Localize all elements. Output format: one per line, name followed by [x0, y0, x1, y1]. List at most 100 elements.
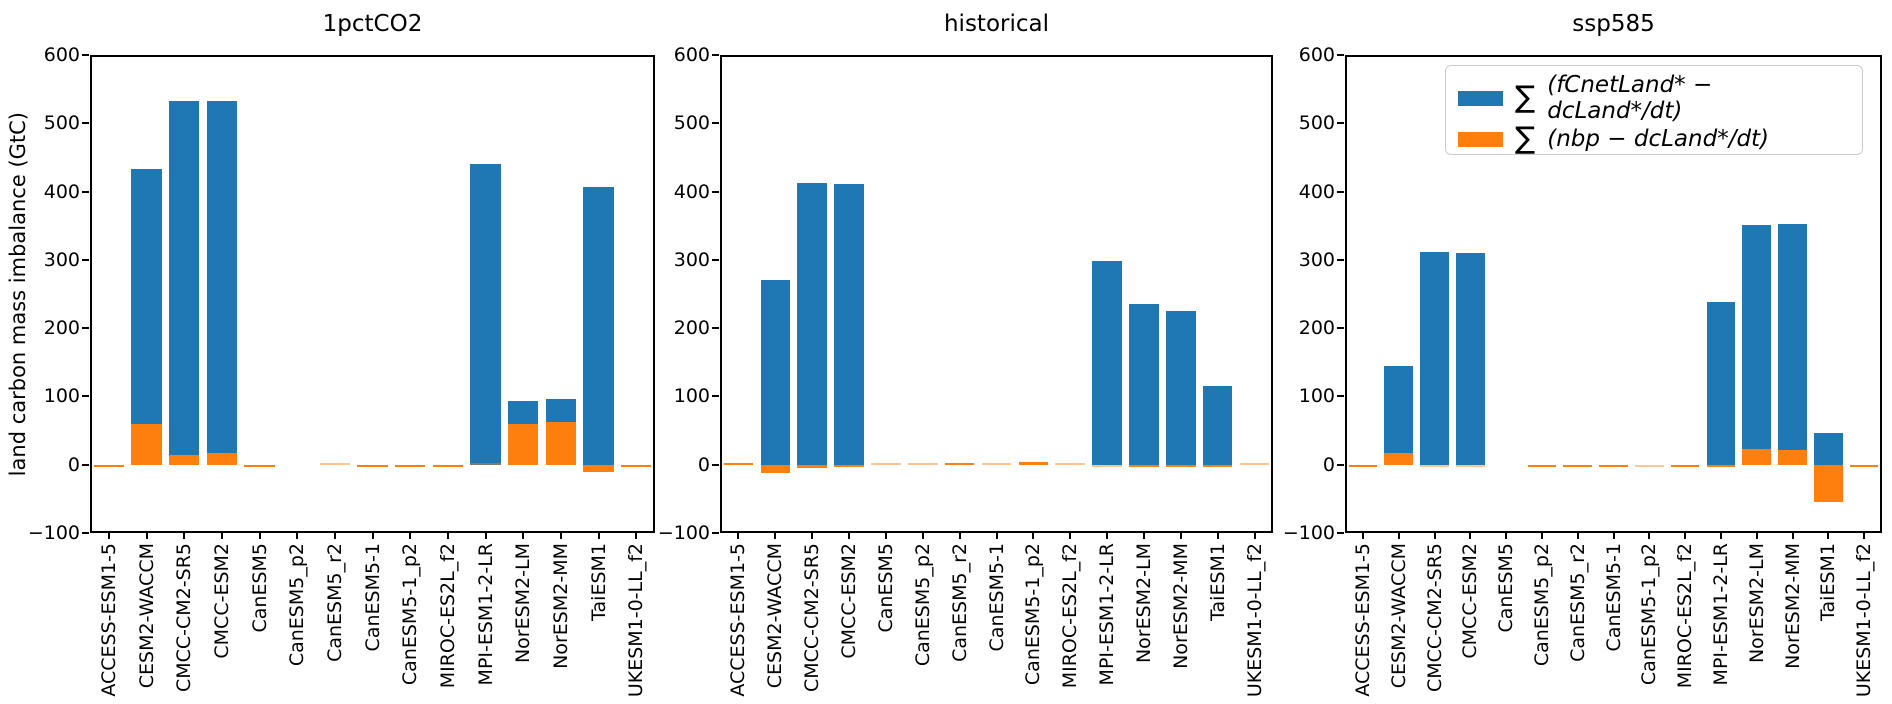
- x-tick: [220, 533, 223, 539]
- bar-blue-NorESM2-MM: [1166, 311, 1196, 465]
- y-tick-label: 100: [1298, 385, 1335, 408]
- x-tick-label-CMCC-ESM2: CMCC-ESM2: [1459, 543, 1482, 659]
- y-tick: [1337, 395, 1344, 398]
- x-tick: [921, 533, 924, 539]
- y-tick-label: 100: [43, 385, 80, 408]
- bar-blue-TaiESM1: [583, 186, 614, 465]
- x-tick: [1142, 533, 1145, 539]
- bar-orange-NorESM2-MM: [1166, 464, 1196, 468]
- x-tick: [1791, 533, 1794, 539]
- x-tick-label-CanESM5_r2: CanESM5_r2: [1566, 543, 1589, 662]
- x-tick: [145, 533, 148, 539]
- y-tick-label: 300: [673, 248, 710, 271]
- x-tick-label-CanESM5_r2: CanESM5_r2: [323, 543, 346, 662]
- y-tick-label: 200: [1298, 317, 1335, 340]
- panel-title: historical: [943, 11, 1050, 37]
- bar-orange-ACCESS-ESM1-5: [1348, 464, 1378, 467]
- legend: ∑ (fCnetLand* − dcLand*/dt) ∑ (nbp − dcL…: [1445, 65, 1863, 155]
- x-tick: [958, 533, 961, 539]
- x-tick-label-CMCC-ESM2: CMCC-ESM2: [210, 543, 233, 659]
- x-tick-label-MIROC-ES2L_f2: MIROC-ES2L_f2: [1059, 543, 1082, 689]
- plot-area: −100 0 100 200 300 400 500 600 ACCESS-ESM1-5 CESM…: [658, 44, 1273, 697]
- y-tick-label: 600: [1298, 44, 1335, 66]
- x-tick-label-NorESM2-MM: NorESM2-MM: [1169, 543, 1192, 669]
- y-tick: [712, 190, 719, 193]
- bar-orange-NorESM2-MM: [545, 422, 576, 465]
- legend-label: (fCnetLand* − dcLand*/dt): [1547, 72, 1713, 124]
- bar-orange-MIROC-ES2L_f2: [1670, 464, 1700, 467]
- bar-orange-CanESM5: [244, 464, 275, 467]
- bar-orange-ACCESS-ESM1-5: [93, 464, 124, 467]
- bar-orange-CanESM5_r2: [319, 462, 350, 465]
- panel-1pctCO2: 1pctCO2 −100 0 100 200 300 400 500 600 ACCESS-ES…: [28, 11, 655, 697]
- y-tick: [82, 395, 89, 398]
- bar-orange-MPI-ESM1-2-LR: [1092, 464, 1122, 467]
- x-tick: [884, 533, 887, 539]
- sum-symbol: ∑: [1515, 121, 1536, 156]
- x-tick: [484, 533, 487, 539]
- y-tick-label: 600: [43, 44, 80, 66]
- bar-orange-UKESM1-0-LL_f2: [621, 464, 652, 467]
- x-tick-label-ACCESS-ESM1-5: ACCESS-ESM1-5: [97, 543, 120, 697]
- x-tick: [1179, 533, 1182, 539]
- x-tick: [1719, 533, 1722, 539]
- x-tick: [522, 533, 525, 539]
- bar-blue-MPI-ESM1-2-LR: [1706, 301, 1736, 465]
- bar-orange-CanESM5-1: [981, 462, 1012, 465]
- x-tick-label-TaiESM1: TaiESM1: [1817, 543, 1840, 621]
- x-tick-label-CanESM5_p2: CanESM5_p2: [911, 543, 934, 667]
- bar-orange-CMCC-CM2-SR5: [797, 464, 827, 469]
- x-tick-label-CanESM5: CanESM5: [874, 543, 897, 633]
- bar-orange-CanESM5_p2: [1527, 464, 1557, 467]
- bar-blue-CMCC-CM2-SR5: [169, 100, 200, 465]
- y-tick-label: 400: [43, 180, 80, 203]
- y-tick-label: 400: [673, 180, 710, 203]
- y-tick: [712, 122, 719, 125]
- x-tick-label-MIROC-ES2L_f2: MIROC-ES2L_f2: [1674, 543, 1697, 689]
- x-tick-label-CanESM5-1: CanESM5-1: [985, 543, 1008, 652]
- x-tick-label-CMCC-CM2-SR5: CMCC-CM2-SR5: [1423, 543, 1446, 693]
- bar-blue-CESM2-WACCM: [1384, 366, 1413, 465]
- bar-orange-CESM2-WACCM: [131, 423, 162, 465]
- y-tick: [82, 54, 89, 56]
- x-tick: [737, 533, 740, 539]
- y-tick-label: 0: [697, 453, 710, 476]
- x-tick-label-NorESM2-LM: NorESM2-LM: [1132, 543, 1155, 664]
- x-tick-label-ACCESS-ESM1-5: ACCESS-ESM1-5: [1351, 543, 1374, 697]
- x-tick-label-NorESM2-MM: NorESM2-MM: [1781, 543, 1804, 669]
- x-tick-label-CESM2-WACCM: CESM2-WACCM: [1387, 543, 1410, 689]
- bar-blue-MPI-ESM1-2-LR: [470, 163, 501, 465]
- bar-orange-NorESM2-LM: [1129, 464, 1159, 467]
- x-tick: [1433, 533, 1436, 539]
- x-tick-label-MIROC-ES2L_f2: MIROC-ES2L_f2: [436, 543, 459, 689]
- bar-blue-NorESM2-LM: [1742, 225, 1771, 465]
- x-tick: [183, 533, 186, 539]
- x-tick-label-CanESM5: CanESM5: [1495, 543, 1518, 633]
- y-tick-label: −100: [1282, 522, 1335, 544]
- y-tick-label: −100: [657, 522, 710, 544]
- x-tick-label-CanESM5_p2: CanESM5_p2: [1530, 543, 1553, 667]
- x-tick: [597, 533, 600, 539]
- bar-orange-CanESM5-1: [357, 464, 388, 467]
- legend-swatch-blue: [1458, 90, 1503, 106]
- x-tick-label-MPI-ESM1-2-LR: MPI-ESM1-2-LR: [1096, 543, 1119, 686]
- bar-orange-MIROC-ES2L_f2: [1055, 462, 1085, 465]
- y-tick: [712, 258, 719, 261]
- bar-orange-UKESM1-0-LL_f2: [1239, 462, 1270, 465]
- x-tick: [635, 533, 638, 539]
- bar-orange-TaiESM1: [1813, 464, 1843, 502]
- x-tick: [1755, 533, 1758, 539]
- bar-orange-CESM2-WACCM: [1384, 453, 1413, 465]
- y-tick-label: 300: [1298, 248, 1335, 271]
- x-tick: [1505, 533, 1508, 539]
- x-tick-label-NorESM2-MM: NorESM2-MM: [549, 543, 572, 669]
- x-tick-label-CanESM5-1_p2: CanESM5-1_p2: [1638, 543, 1661, 686]
- x-tick: [1397, 533, 1400, 539]
- y-tick-label: 500: [673, 112, 710, 135]
- x-tick-label-CanESM5-1: CanESM5-1: [1602, 543, 1625, 652]
- y-tick-label: 0: [67, 453, 80, 476]
- x-tick-label-NorESM2-LM: NorESM2-LM: [1745, 543, 1768, 664]
- bar-orange-UKESM1-0-LL_f2: [1849, 464, 1879, 467]
- x-tick-label-CESM2-WACCM: CESM2-WACCM: [764, 543, 787, 689]
- y-tick: [712, 463, 719, 466]
